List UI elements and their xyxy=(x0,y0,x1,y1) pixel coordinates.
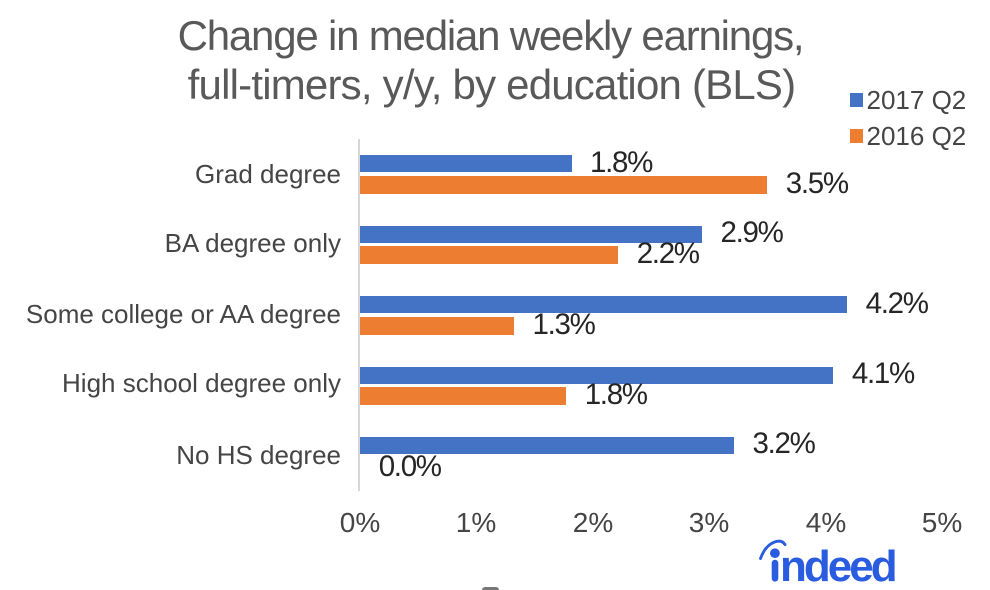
svg-text:ndeed: ndeed xyxy=(780,542,895,590)
